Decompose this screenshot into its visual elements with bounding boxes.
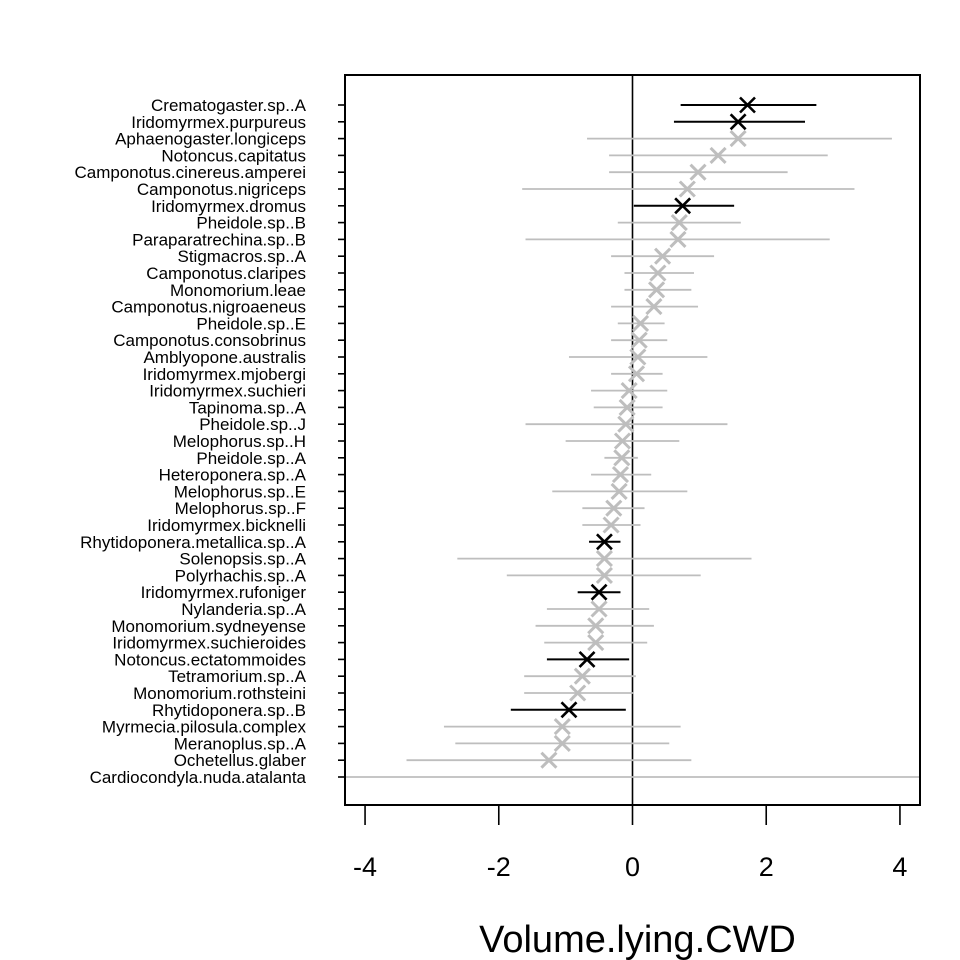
species-label-camponotus-cinereus-amperei: Camponotus.cinereus.amperei (74, 163, 306, 182)
estimate-x-aphaenogaster-longiceps (729, 130, 747, 148)
species-label-iridomyrmex-dromus: Iridomyrmex.dromus (151, 197, 306, 216)
species-label-meranoplus-sp-a: Meranoplus.sp..A (174, 734, 307, 753)
estimate-x-melophorus-sp-h (613, 432, 632, 450)
estimate-x-iridomyrmex-mjobergi (627, 365, 646, 383)
species-label-camponotus-claripes: Camponotus.claripes (146, 264, 306, 283)
estimate-x-pheidole-sp-a (613, 449, 631, 467)
estimate-x-iridomyrmex-rufoniger (590, 583, 608, 601)
species-label-pheidole-sp-e: Pheidole.sp..E (196, 314, 306, 333)
estimate-x-notoncus-capitatus (709, 146, 727, 164)
species-labels: Crematogaster.sp..AIridomyrmex.purpureus… (74, 96, 306, 787)
species-label-monomorium-leae: Monomorium.leae (170, 281, 306, 300)
estimate-x-camponotus-nigriceps (678, 180, 696, 198)
species-label-melophorus-sp-f: Melophorus.sp..F (175, 499, 306, 518)
estimate-x-pheidole-sp-e (631, 314, 650, 332)
species-label-pheidole-sp-j: Pheidole.sp..J (199, 415, 306, 434)
estimate-x-camponotus-cinereus-amperei (689, 163, 707, 181)
estimate-x-monomorium-leae (648, 281, 666, 299)
estimate-x-rhytidoponera-sp-b (560, 701, 578, 719)
species-label-ochetellus-glaber: Ochetellus.glaber (174, 751, 307, 770)
species-label-monomorium-sydneyense: Monomorium.sydneyense (111, 617, 306, 636)
estimate-x-amblyopone-australis (629, 348, 647, 366)
species-label-melophorus-sp-h: Melophorus.sp..H (173, 432, 306, 451)
estimate-x-stigmacros-sp-a (654, 247, 672, 265)
species-label-tetramorium-sp-a: Tetramorium.sp..A (168, 667, 307, 686)
species-label-nylanderia-sp-a: Nylanderia.sp..A (181, 600, 306, 619)
estimate-x-paraparatrechina-sp-b (669, 230, 687, 248)
species-label-notoncus-capitatus: Notoncus.capitatus (161, 146, 306, 165)
estimate-x-melophorus-sp-e (610, 482, 628, 500)
estimate-x-crematogaster-sp-a (739, 96, 756, 114)
species-label-camponotus-nigriceps: Camponotus.nigriceps (137, 180, 306, 199)
x-tick-label: -4 (353, 852, 377, 882)
estimate-x-myrmecia-pilosula-complex (553, 718, 571, 736)
estimate-x-pheidole-sp-j (617, 415, 635, 433)
x-tick-label: -2 (487, 852, 511, 882)
estimate-x-camponotus-claripes (649, 264, 667, 282)
estimate-x-iridomyrmex-purpureus (729, 113, 747, 131)
species-label-amblyopone-australis: Amblyopone.australis (143, 348, 306, 367)
estimate-x-camponotus-nigroaeneus (645, 298, 663, 316)
species-label-camponotus-consobrinus: Camponotus.consobrinus (113, 331, 306, 350)
species-label-myrmecia-pilosula-complex: Myrmecia.pilosula.complex (102, 718, 307, 737)
estimate-x-polyrhachis-sp-a (595, 566, 613, 584)
species-label-tapinoma-sp-a: Tapinoma.sp..A (189, 398, 307, 417)
estimate-x-melophorus-sp-f (605, 499, 623, 517)
estimate-markers (540, 96, 756, 769)
x-tick-label: 2 (759, 852, 774, 882)
x-tick-label: 4 (892, 852, 907, 882)
species-label-iridomyrmex-suchieroides: Iridomyrmex.suchieroides (112, 634, 306, 653)
estimate-x-notoncus-ectatommoides (578, 650, 596, 668)
species-label-iridomyrmex-purpureus: Iridomyrmex.purpureus (131, 113, 306, 132)
species-label-rhytidoponera-metallica-sp-a: Rhytidoponera.metallica.sp..A (80, 533, 307, 552)
species-label-paraparatrechina-sp-b: Paraparatrechina.sp..B (132, 230, 306, 249)
species-label-iridomyrmex-mjobergi: Iridomyrmex.mjobergi (143, 365, 306, 384)
species-label-iridomyrmex-rufoniger: Iridomyrmex.rufoniger (141, 583, 307, 602)
species-label-cardiocondyla-nuda-atalanta: Cardiocondyla.nuda.atalanta (90, 768, 307, 787)
estimate-x-meranoplus-sp-a (553, 734, 571, 752)
species-label-camponotus-nigroaeneus: Camponotus.nigroaeneus (111, 298, 306, 317)
species-label-pheidole-sp-b: Pheidole.sp..B (196, 214, 306, 233)
estimate-x-iridomyrmex-bicknelli (602, 516, 620, 534)
estimate-x-tetramorium-sp-a (573, 667, 591, 685)
species-label-solenopsis-sp-a: Solenopsis.sp..A (179, 550, 306, 569)
x-axis: -4 -2 0 2 4 (353, 804, 907, 882)
species-label-rhytidoponera-sp-b: Rhytidoponera.sp..B (152, 701, 306, 720)
species-label-stigmacros-sp-a: Stigmacros.sp..A (178, 247, 307, 266)
species-label-polyrhachis-sp-a: Polyrhachis.sp..A (175, 566, 307, 585)
estimate-x-ochetellus-glaber (540, 751, 558, 769)
species-label-crematogaster-sp-a: Crematogaster.sp..A (151, 96, 307, 115)
estimate-x-solenopsis-sp-a (595, 550, 613, 568)
estimate-x-monomorium-sydneyense (587, 617, 605, 635)
y-axis-ticks (338, 104, 345, 778)
estimate-x-heteroponera-sp-a (611, 466, 630, 484)
species-label-pheidole-sp-a: Pheidole.sp..A (196, 449, 306, 468)
species-label-notoncus-ectatommoides: Notoncus.ectatommoides (114, 650, 306, 669)
estimate-x-iridomyrmex-suchieri (620, 382, 638, 400)
species-label-iridomyrmex-bicknelli: Iridomyrmex.bicknelli (147, 516, 306, 535)
x-axis-title: Volume.lying.CWD (479, 919, 796, 960)
x-tick-label: 0 (625, 852, 640, 882)
estimate-x-camponotus-consobrinus (630, 331, 648, 349)
species-label-monomorium-rothsteini: Monomorium.rothsteini (133, 684, 306, 703)
species-label-aphaenogaster-longiceps: Aphaenogaster.longiceps (115, 130, 306, 149)
estimate-x-iridomyrmex-suchieroides (587, 634, 605, 652)
species-label-heteroponera-sp-a: Heteroponera.sp..A (159, 466, 307, 485)
species-label-iridomyrmex-suchieri: Iridomyrmex.suchieri (149, 382, 306, 401)
estimate-x-nylanderia-sp-a (590, 600, 608, 618)
estimate-x-pheidole-sp-b (670, 214, 688, 232)
estimate-x-rhytidoponera-metallica-sp-a (595, 533, 613, 551)
species-label-melophorus-sp-e: Melophorus.sp..E (174, 482, 306, 501)
estimate-x-tapinoma-sp-a (618, 398, 636, 416)
estimate-x-iridomyrmex-dromus (674, 197, 692, 215)
estimate-x-monomorium-rothsteini (569, 684, 587, 702)
